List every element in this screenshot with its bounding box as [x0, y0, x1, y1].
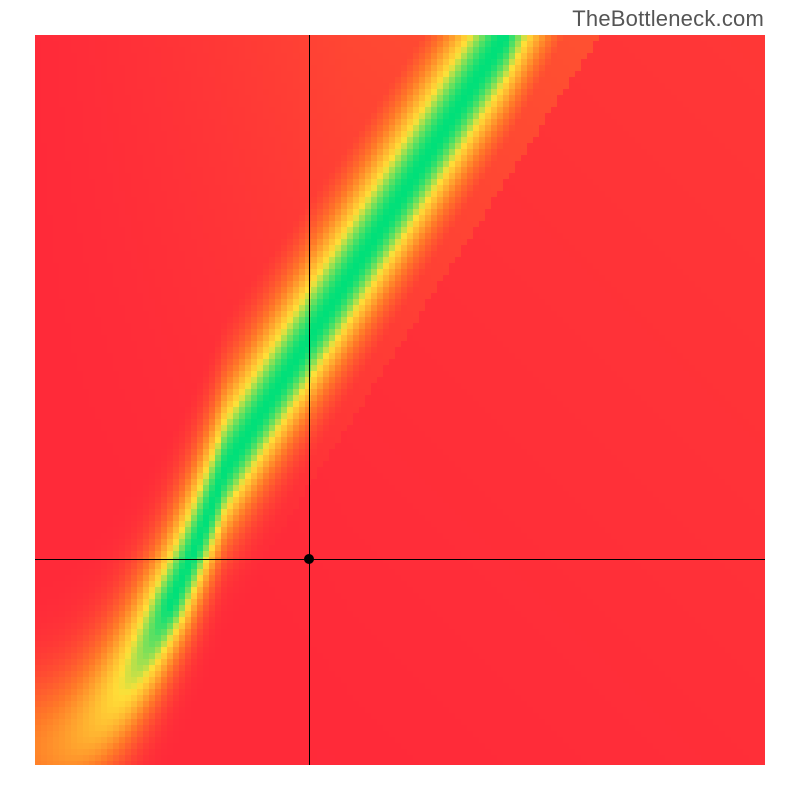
crosshair-marker — [304, 554, 314, 564]
chart-container: TheBottleneck.com — [0, 0, 800, 800]
heatmap-canvas — [35, 35, 765, 765]
crosshair-horizontal — [35, 559, 765, 560]
watermark-text: TheBottleneck.com — [572, 6, 764, 32]
plot-frame — [35, 35, 765, 765]
crosshair-vertical — [309, 35, 310, 765]
